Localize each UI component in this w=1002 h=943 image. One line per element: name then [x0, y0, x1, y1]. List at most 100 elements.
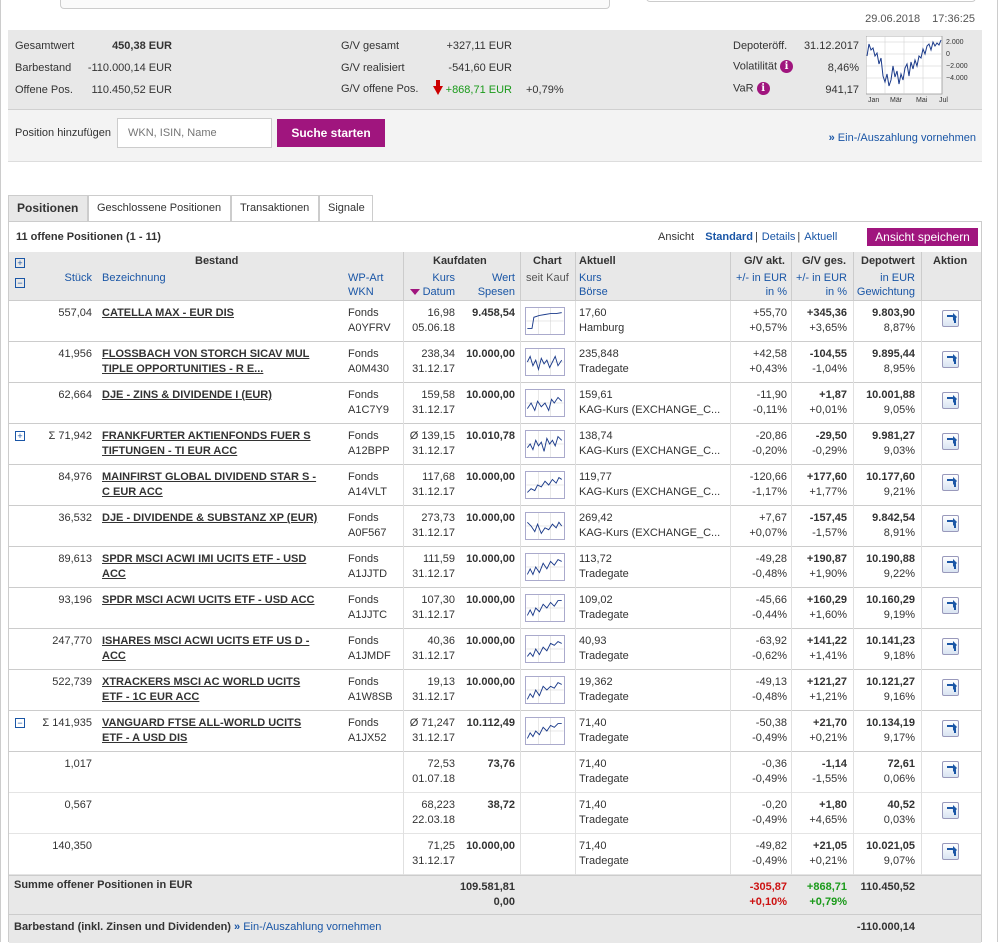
cell-bezeichnung-link[interactable]: SPDR MSCI ACWI UCITS ETF - USD ACC [102, 594, 315, 606]
col-spesen[interactable]: Spesen [477, 286, 515, 298]
cash-value: -110.000,14 [856, 921, 915, 933]
col-akt-kurs[interactable]: Kurs [579, 272, 602, 284]
tab-transaktionen[interactable]: Transaktionen [231, 195, 319, 221]
col-kurs[interactable]: Kurs [432, 272, 455, 284]
row-divider [730, 711, 731, 752]
col-gv-ges-pct[interactable]: in % [825, 286, 847, 298]
row-action-icon[interactable] [942, 392, 959, 409]
sparkline-chart[interactable] [525, 635, 565, 663]
row-divider [575, 834, 576, 875]
sparkline-chart[interactable] [525, 553, 565, 581]
cell-kaufkurs: 40,36 [427, 635, 455, 647]
col-gewichtung[interactable]: Gewichtung [856, 286, 915, 298]
cell-gv-akt-pct: -0,20% [752, 445, 787, 457]
sparkline-chart[interactable] [525, 430, 565, 458]
expand-all-icon[interactable]: + [15, 258, 25, 268]
row-action-icon[interactable] [942, 761, 959, 778]
cell-wpart: Fonds [348, 635, 379, 647]
tab-positionen[interactable]: Positionen [8, 195, 88, 221]
view-aktuell[interactable]: Aktuell [804, 231, 838, 243]
row-divider [791, 793, 792, 834]
cell-bezeichnung-link[interactable]: DJE - ZINS & DIVIDENDE I (EUR) [102, 389, 272, 401]
col-depotwert-eur[interactable]: in EUR [880, 272, 915, 284]
tab-signale[interactable]: Signale [319, 195, 373, 221]
col-datum[interactable]: Datum [405, 286, 455, 298]
col-chart: Chart [533, 255, 562, 267]
row-divider [791, 301, 792, 342]
info-icon[interactable]: i [756, 82, 770, 95]
cell-depotwert: 10.134,19 [866, 717, 915, 729]
col-bezeichnung[interactable]: Bezeichnung [102, 272, 166, 284]
sparkline-chart[interactable] [525, 389, 565, 417]
row-action-icon[interactable] [942, 515, 959, 532]
tab-geschlossene-positionen[interactable]: Geschlossene Positionen [88, 195, 231, 221]
row-divider [520, 752, 521, 793]
cell-wert: 10.112,49 [466, 717, 515, 729]
row-action-icon[interactable] [942, 802, 959, 819]
row-divider [575, 670, 576, 711]
cell-bezeichnung-link[interactable]: SPDR MSCI ACWI IMI UCITS ETF - USD ACC [102, 553, 307, 580]
info-icon[interactable]: i [780, 60, 794, 73]
col-gv-akt-pct[interactable]: in % [765, 286, 787, 298]
row-action-icon[interactable] [942, 556, 959, 573]
row-action-icon[interactable] [942, 638, 959, 655]
col-stueck[interactable]: Stück [64, 272, 92, 284]
row-action-icon[interactable] [942, 310, 959, 327]
row-action-icon[interactable] [942, 720, 959, 737]
sparkline-chart[interactable] [525, 471, 565, 499]
col-wkn[interactable]: WKN [348, 286, 374, 298]
sparkline-chart[interactable] [525, 307, 565, 335]
expand-row-icon[interactable]: + [15, 431, 25, 441]
row-divider [403, 752, 404, 793]
cell-bezeichnung-link[interactable]: CATELLA MAX - EUR DIS [102, 307, 234, 319]
cell-wpart: Fonds [348, 307, 379, 319]
row-divider [730, 834, 731, 875]
sparkline-chart[interactable] [525, 676, 565, 704]
cell-bezeichnung-link[interactable]: FRANKFURTER AKTIENFONDS FUER S TIFTUNGEN… [102, 430, 311, 457]
sparkline-chart[interactable] [525, 717, 565, 745]
deposit-link-bottom[interactable]: Ein-/Auszahlung vornehmen [243, 921, 382, 933]
row-action-icon[interactable] [942, 843, 959, 860]
search-button[interactable]: Suche starten [277, 119, 385, 147]
sparkline-chart[interactable] [525, 594, 565, 622]
row-divider [403, 629, 404, 670]
row-action-icon[interactable] [942, 679, 959, 696]
save-view-button[interactable]: Ansicht speichern [867, 228, 978, 246]
cell-kaufdatum: 31.12.17 [412, 855, 455, 867]
cell-wert: 10.000,00 [466, 348, 515, 360]
depot-mini-chart[interactable]: 2.000 0 −2.000 −4.000 Jan Mär Mai Jul [866, 36, 974, 104]
sparkline-chart[interactable] [525, 348, 565, 376]
row-action-icon[interactable] [942, 433, 959, 450]
cell-bezeichnung-link[interactable]: VANGUARD FTSE ALL-WORLD UCITS ETF - A US… [102, 717, 302, 744]
sort-desc-icon [409, 289, 420, 296]
collapse-all-icon[interactable]: − [15, 278, 25, 288]
deposit-link-text[interactable]: Ein-/Auszahlung vornehmen [837, 132, 976, 144]
search-input[interactable] [117, 118, 272, 148]
deposit-link-top[interactable]: » Ein-/Auszahlung vornehmen [829, 132, 976, 144]
cell-akt-kurs: 71,40 [579, 758, 607, 770]
gesamtwert-label: Gesamtwert [15, 40, 75, 52]
cell-bezeichnung-link[interactable]: MAINFIRST GLOBAL DIVIDEND STAR S - C EUR… [102, 471, 317, 498]
view-details[interactable]: Details [761, 231, 796, 243]
cell-stueck: 36,532 [58, 512, 92, 524]
row-divider [575, 465, 576, 506]
col-gv-ges-eur[interactable]: +/- in EUR [795, 272, 847, 284]
cell-bezeichnung-link[interactable]: DJE - DIVIDENDE & SUBSTANZ XP (EUR) [102, 512, 318, 524]
col-wpart[interactable]: WP-Art [348, 272, 384, 284]
col-wert[interactable]: Wert [491, 272, 515, 284]
collapse-row-icon[interactable]: − [15, 718, 25, 728]
cell-stueck: 140,350 [52, 840, 92, 852]
sparkline-chart[interactable] [525, 512, 565, 540]
volatility-value: 8,46% [827, 62, 859, 74]
col-kaufdaten: Kaufdaten [433, 255, 487, 267]
cell-bezeichnung-link[interactable]: XTRACKERS MSCI AC WORLD UCITS ETF - 1C E… [102, 676, 301, 703]
row-action-icon[interactable] [942, 597, 959, 614]
cell-bezeichnung-link[interactable]: FLOSSBACH VON STORCH SICAV MUL TIPLE OPP… [102, 348, 310, 375]
col-boerse[interactable]: Börse [579, 286, 608, 298]
col-gv-akt-eur[interactable]: +/- in EUR [735, 272, 787, 284]
cell-bezeichnung-link[interactable]: ISHARES MSCI ACWI UCITS ETF US D - ACC [102, 635, 310, 662]
view-standard[interactable]: Standard [705, 231, 753, 243]
cell-kaufkurs: 19,13 [427, 676, 455, 688]
row-action-icon[interactable] [942, 474, 959, 491]
row-action-icon[interactable] [942, 351, 959, 368]
